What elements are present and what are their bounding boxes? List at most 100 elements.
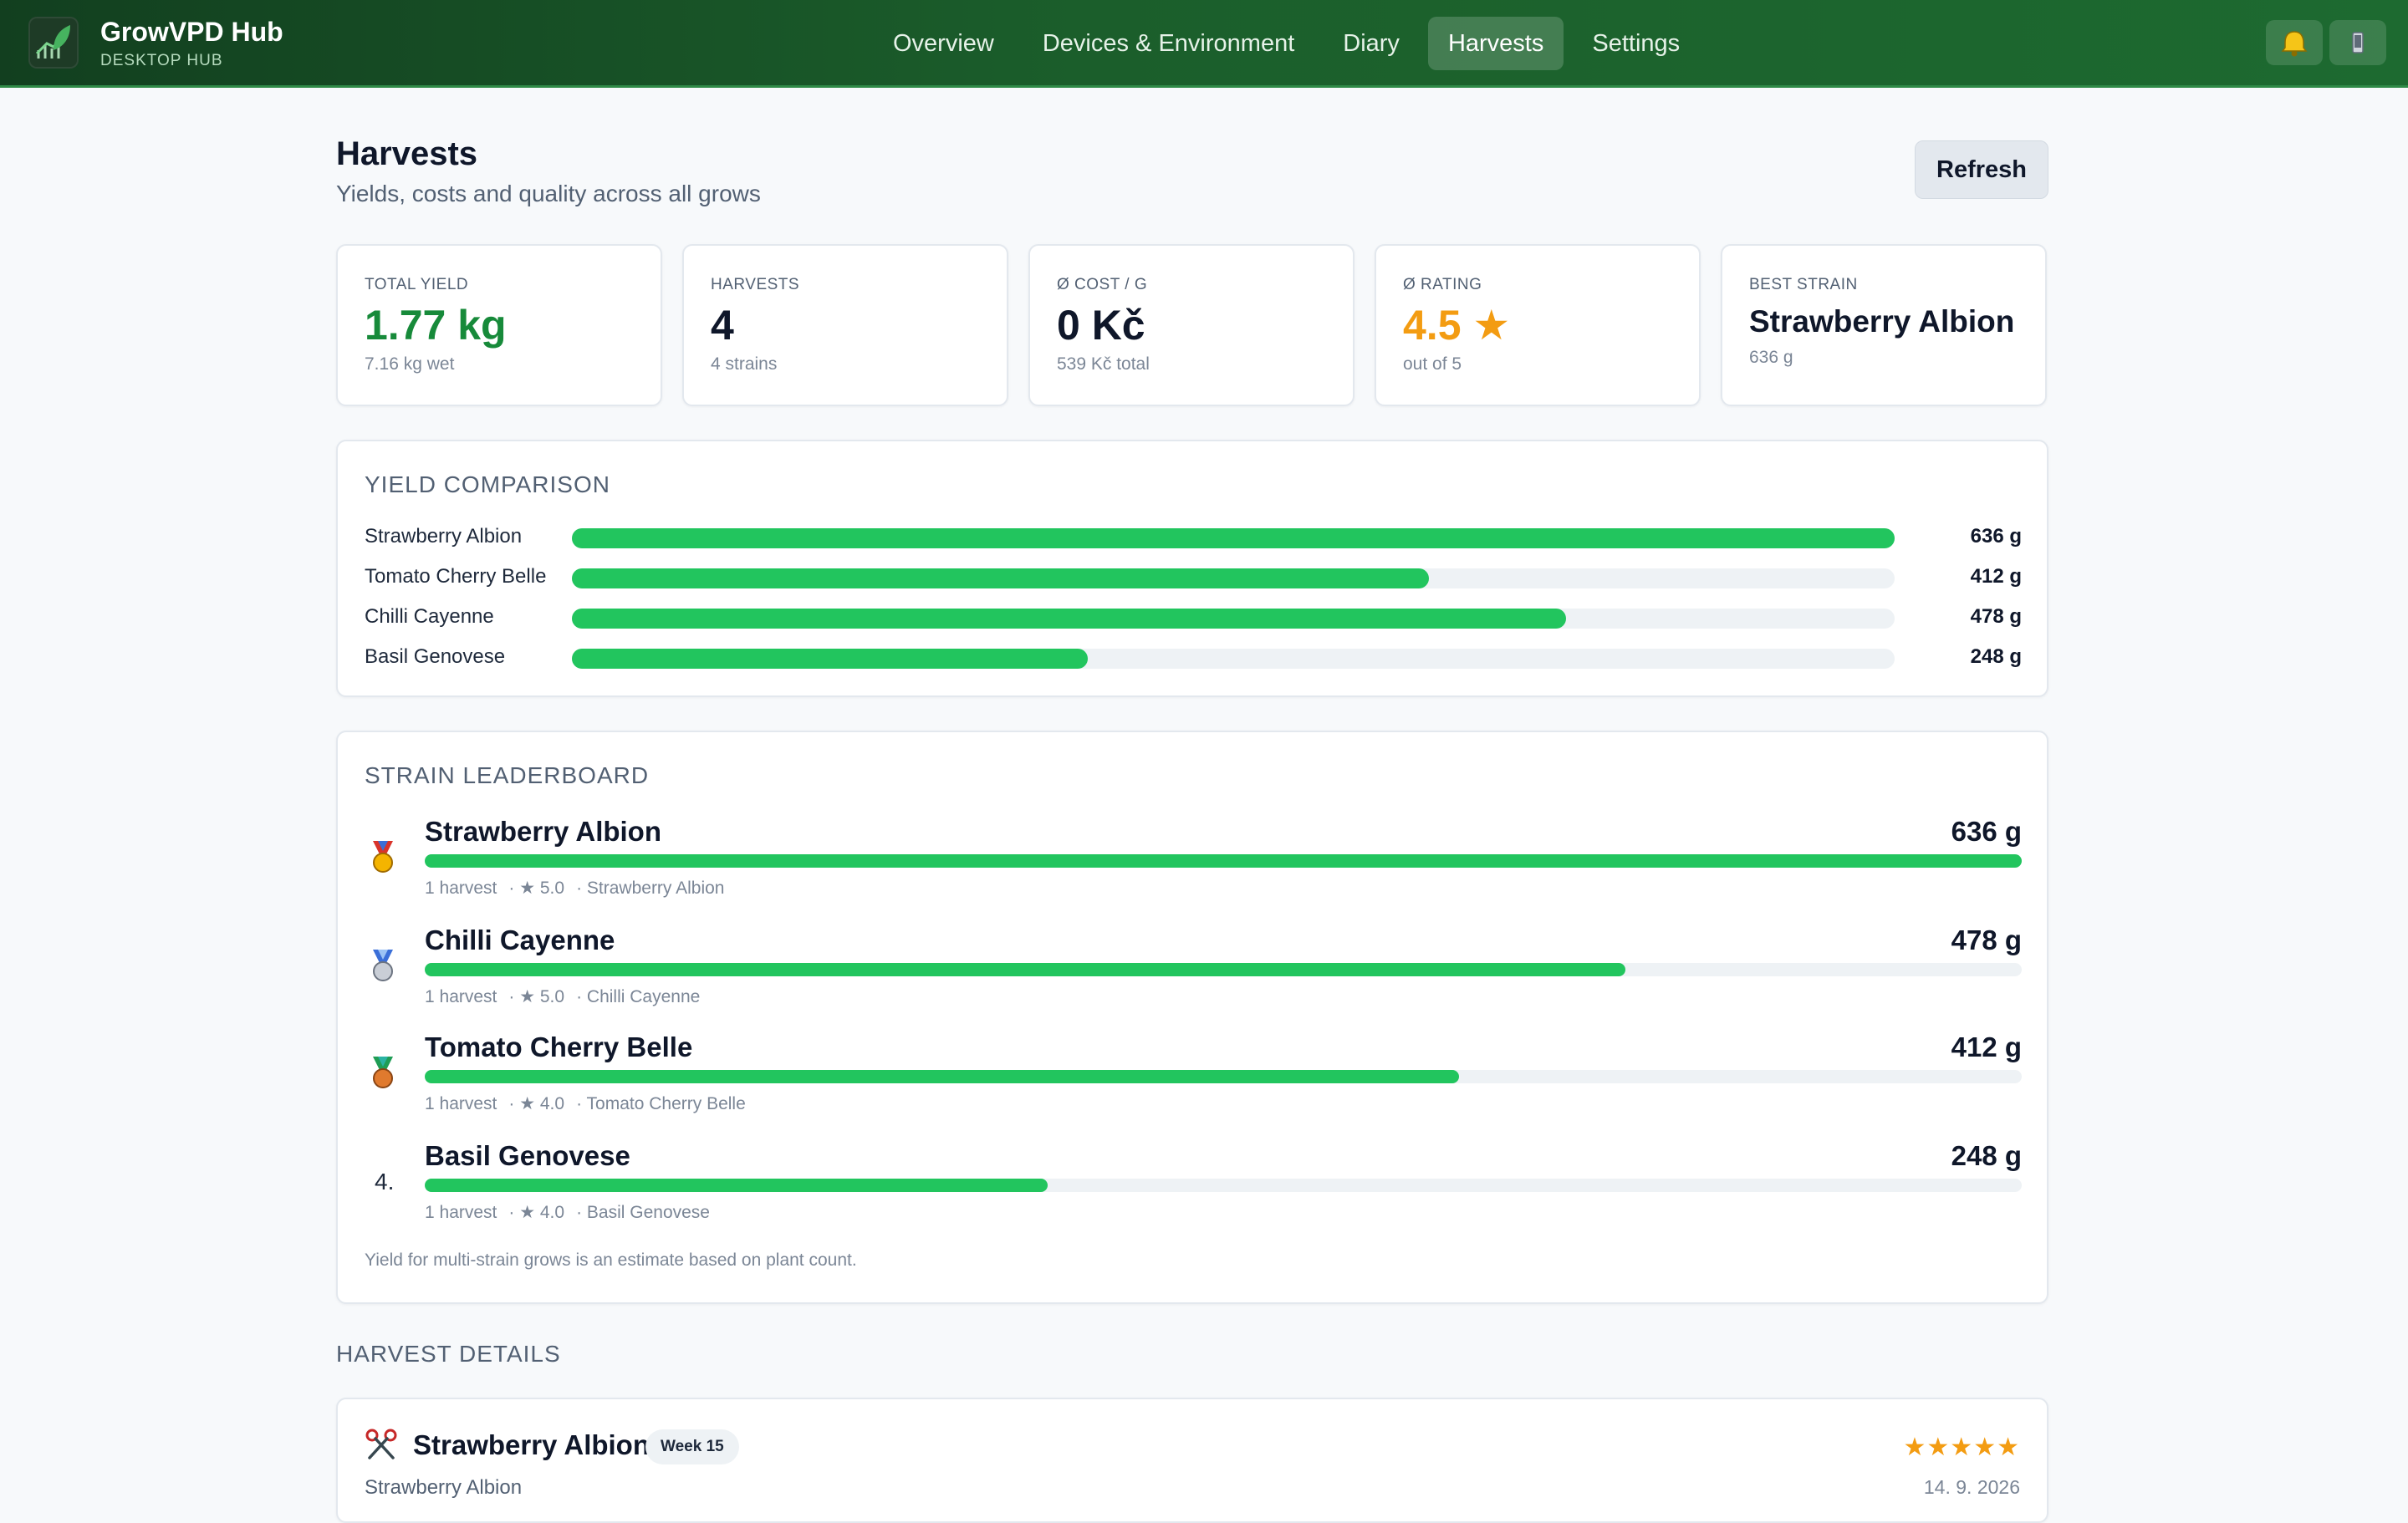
stat-value: 4.5 ★ — [1403, 302, 1511, 349]
leaderboard-meta: 1 harvest · ★ 5.0 · Chilli Cayenne — [425, 986, 712, 1007]
nav-devices-environment[interactable]: Devices & Environment — [1042, 30, 1295, 57]
yield-row-value: 248 g — [1970, 645, 2022, 668]
stat-value: 4 — [711, 302, 734, 349]
app-name: GrowVPD Hub — [100, 17, 283, 47]
yield-bar-track — [572, 609, 1895, 629]
stat-card-total-yield: TOTAL YIELD 1.77 kg 7.16 kg wet — [336, 244, 662, 406]
stat-sub: out of 5 — [1403, 354, 1462, 374]
page-title: Harvests — [336, 135, 478, 172]
stat-value: 0 Kč — [1057, 302, 1145, 349]
stat-sub: 539 Kč total — [1057, 354, 1150, 374]
leaderboard-meta: 1 harvest · ★ 4.0 · Basil Genovese — [425, 1202, 722, 1223]
nav-overview[interactable]: Overview — [893, 30, 994, 57]
yield-row: Tomato Cherry Belle 412 g — [365, 560, 2022, 593]
stat-sub: 4 strains — [711, 354, 778, 374]
yield-bar — [572, 528, 1895, 548]
harvest-count: 1 harvest — [425, 879, 497, 898]
leaderboard-bar — [425, 1070, 1460, 1083]
app-logo-icon — [28, 17, 79, 69]
gold-medal-icon — [373, 841, 393, 873]
yield-comparison-panel: YIELD COMPARISON Strawberry Albion 636 g… — [336, 440, 2048, 697]
yield-row-value: 478 g — [1970, 605, 2022, 628]
rating: · ★ 4.0 — [508, 1203, 565, 1222]
harvest-card[interactable]: Strawberry Albion Week 15 Strawberry Alb… — [336, 1398, 2048, 1523]
leaderboard-bar — [425, 854, 2022, 868]
leaderboard-meta: 1 harvest · ★ 4.0 · Tomato Cherry Belle — [425, 1093, 758, 1114]
yield-row-value: 412 g — [1970, 565, 2022, 588]
stat-label: Ø COST / G — [1057, 276, 1148, 293]
section-title: HARVEST DETAILS — [336, 1341, 561, 1367]
yield-bar-track — [572, 649, 1895, 669]
yield-bar — [572, 609, 1566, 629]
rating: · ★ 4.0 — [508, 1094, 565, 1113]
stat-sub: 636 g — [1749, 348, 1793, 367]
main-nav: Overview Devices & Environment Diary Har… — [873, 17, 1700, 70]
stat-sub: 7.16 kg wet — [365, 354, 455, 374]
yield-row: Basil Genovese 248 g — [365, 640, 2022, 674]
bronze-medal-icon — [373, 1057, 393, 1088]
nav-settings[interactable]: Settings — [1592, 30, 1681, 57]
yield-row-value: 636 g — [1970, 525, 2022, 548]
rating-stars: ★★★★★ — [1903, 1434, 2020, 1461]
leaderboard-row[interactable]: Strawberry Albion 636 g 1 harvest · ★ 5.0… — [365, 816, 2022, 923]
harvest-count: 1 harvest — [425, 987, 497, 1006]
top-navigation-bar: GrowVPD Hub DESKTOP HUB Overview Devices… — [0, 0, 2408, 88]
bell-icon — [2281, 31, 2308, 57]
yield-bar-track — [572, 568, 1895, 588]
yield-row: Strawberry Albion 636 g — [365, 520, 2022, 553]
leaderboard-value: 248 g — [1951, 1140, 2022, 1171]
yield-row-name: Chilli Cayenne — [365, 605, 494, 628]
leaderboard-rank: 4. — [375, 1169, 395, 1194]
leaderboard-name: Basil Genovese — [425, 1140, 630, 1171]
stat-label: TOTAL YIELD — [365, 276, 469, 293]
phone-icon — [2352, 32, 2364, 53]
yield-row-name: Strawberry Albion — [365, 525, 523, 548]
app-subtitle: DESKTOP HUB — [100, 52, 223, 69]
leaderboard-value: 478 g — [1951, 924, 2022, 955]
yield-row-name: Basil Genovese — [365, 645, 506, 668]
rating: · ★ 5.0 — [508, 879, 565, 898]
rating: · ★ 5.0 — [508, 987, 565, 1006]
strain-leaderboard-panel: STRAIN LEADERBOARD Strawberry Albion 636… — [336, 731, 2048, 1304]
yield-row: Chilli Cayenne 478 g — [365, 600, 2022, 634]
leaderboard-value: 412 g — [1951, 1031, 2022, 1062]
leaderboard-bar-track — [425, 963, 2022, 976]
leaderboard-name: Chilli Cayenne — [425, 924, 615, 955]
scissors-icon — [365, 1429, 397, 1459]
notifications-button[interactable] — [2266, 20, 2323, 65]
harvest-date: 14. 9. 2026 — [1923, 1476, 2020, 1498]
leaderboard-bar-track — [425, 1179, 2022, 1192]
leaderboard-bar-track — [425, 1070, 2022, 1083]
leaderboard-meta: 1 harvest · ★ 5.0 · Strawberry Albion — [425, 878, 736, 899]
harvest-count: 1 harvest — [425, 1094, 497, 1113]
stat-card-harvests: HARVESTS 4 4 strains — [682, 244, 1008, 406]
leaderboard-bar — [425, 1179, 1048, 1192]
week-badge: Week 15 — [645, 1429, 739, 1464]
stat-label: Ø RATING — [1403, 276, 1482, 293]
yield-bar — [572, 568, 1429, 588]
stat-label: BEST STRAIN — [1749, 276, 1858, 293]
device-button[interactable] — [2329, 20, 2386, 65]
leaderboard-row[interactable]: Tomato Cherry Belle 412 g 1 harvest · ★ 4… — [365, 1031, 2022, 1138]
leaderboard-bar-track — [425, 854, 2022, 868]
yield-bar — [572, 649, 1088, 669]
stat-label: HARVESTS — [711, 276, 800, 293]
leaderboard-row[interactable]: 4. Basil Genovese 248 g 1 harvest · ★ 4.0… — [365, 1140, 2022, 1247]
leaderboard-name: Tomato Cherry Belle — [425, 1031, 693, 1062]
stat-value: 1.77 kg — [365, 302, 507, 349]
harvest-name: Strawberry Albion — [413, 1429, 650, 1460]
leaderboard-row[interactable]: Chilli Cayenne 478 g 1 harvest · ★ 5.0 · C… — [365, 924, 2022, 1031]
leaderboard-name: Strawberry Albion — [425, 816, 661, 847]
nav-harvests[interactable]: Harvests — [1427, 17, 1564, 70]
harvest-strain: Strawberry Albion — [365, 1476, 523, 1499]
harvest-count: 1 harvest — [425, 1203, 497, 1222]
nav-diary[interactable]: Diary — [1343, 30, 1400, 57]
stat-value: Strawberry Albion — [1749, 304, 2015, 339]
silver-medal-icon — [373, 950, 393, 981]
leaderboard-value: 636 g — [1951, 816, 2022, 847]
refresh-button[interactable]: Refresh — [1915, 140, 2048, 199]
strain-name: · Tomato Cherry Belle — [576, 1094, 746, 1113]
strain-name: · Strawberry Albion — [576, 879, 725, 898]
stat-card-rating: Ø RATING 4.5 ★ out of 5 — [1375, 244, 1701, 406]
leaderboard-note: Yield for multi-strain grows is an estim… — [365, 1250, 857, 1270]
